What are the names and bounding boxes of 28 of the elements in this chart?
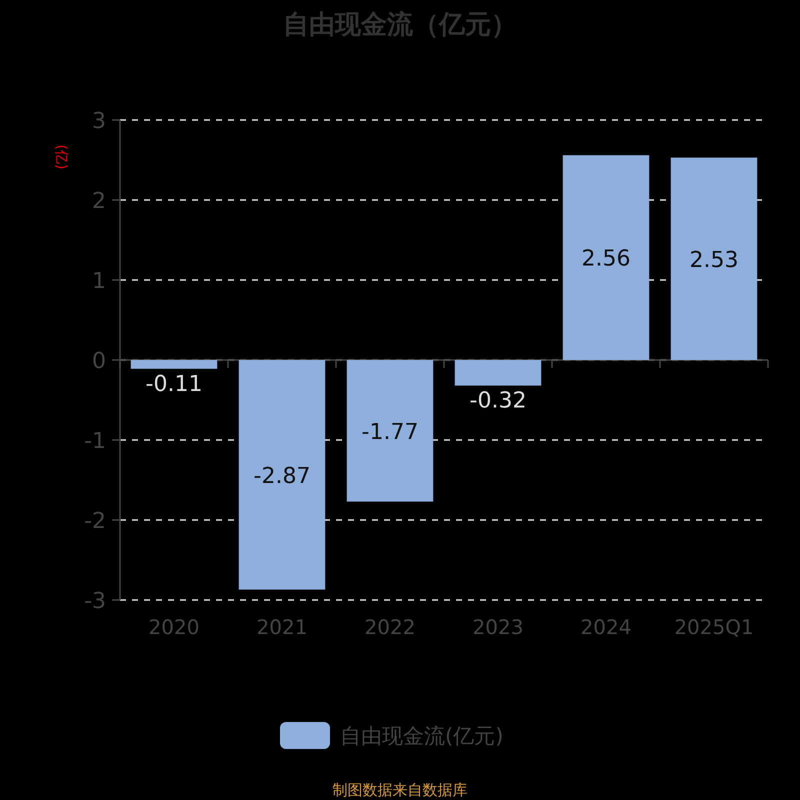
x-tick-label: 2021 <box>256 615 308 639</box>
y-tick-label: 2 <box>92 189 106 214</box>
bar <box>454 360 542 386</box>
data-label: 2.53 <box>690 248 738 273</box>
y-tick-label: -2 <box>84 509 106 534</box>
text: 制图数据来自数据库 <box>332 781 468 799</box>
legend-label: 自由现金流(亿元) <box>340 724 504 748</box>
y-tick-label: 3 <box>92 109 106 134</box>
y-tick-label: -1 <box>84 429 106 454</box>
x-tick-label: 2025Q1 <box>674 615 754 639</box>
x-tick-label: 2022 <box>364 615 416 639</box>
bar <box>670 158 758 360</box>
y-axis-title: (亿) <box>53 144 69 170</box>
bar <box>238 360 326 590</box>
bar <box>130 360 218 369</box>
bar <box>346 360 434 502</box>
bar <box>562 155 650 360</box>
data-label: -0.11 <box>146 372 202 397</box>
x-tick-label: 2020 <box>148 615 200 639</box>
y-tick-label: 1 <box>92 269 106 294</box>
x-tick-label: 2023 <box>472 615 524 639</box>
x-tick-label: 2024 <box>580 615 632 639</box>
y-tick-label: -3 <box>84 589 106 614</box>
y-tick-label: 0 <box>92 349 106 374</box>
data-label: 2.56 <box>582 246 630 272</box>
data-label: -0.32 <box>470 388 526 414</box>
data-label: -2.87 <box>254 464 310 489</box>
data-label: -1.77 <box>362 420 418 445</box>
